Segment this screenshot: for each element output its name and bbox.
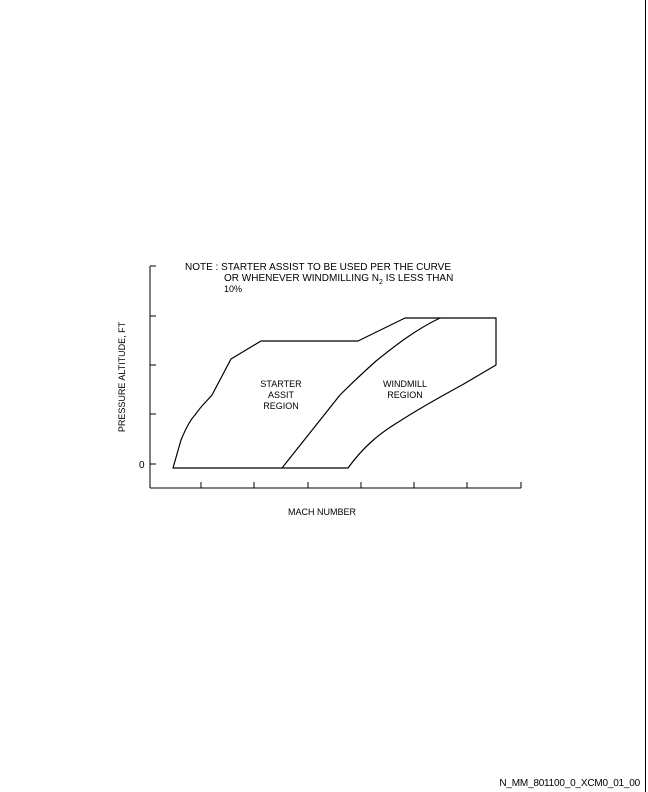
region-divider-curve xyxy=(281,317,441,469)
y-tick-zero-label: 0 xyxy=(139,460,145,471)
windmill-region-label: WINDMILL REGION xyxy=(383,379,427,400)
note-line-2-suffix: IS LESS THAN xyxy=(383,273,453,284)
note-n2-subscript: 2 xyxy=(379,279,383,286)
starter-region-label: STARTER ASSIT REGION xyxy=(260,379,302,411)
starter-region-label-line: ASSIT xyxy=(268,390,295,400)
windmill-region-label-line: REGION xyxy=(387,390,423,400)
figure-reference-id: N_MM_801100_0_XCM0_01_00 xyxy=(499,778,640,789)
page-border-right xyxy=(645,0,646,792)
y-axis-label: PRESSURE ALTITUDE, FT xyxy=(117,321,127,432)
note-block: NOTE : STARTER ASSIST TO BE USED PER THE… xyxy=(185,262,453,294)
axes xyxy=(149,265,522,489)
region-curves xyxy=(172,317,497,469)
note-line-2-prefix: OR WHENEVER WINDMILLING N xyxy=(224,273,379,284)
note-line-3: 10% xyxy=(224,284,242,294)
starter-region-outer-boundary xyxy=(172,317,497,469)
windmill-region-label-line: WINDMILL xyxy=(383,379,427,389)
note-line-2: OR WHENEVER WINDMILLING N2 IS LESS THAN xyxy=(224,273,453,286)
note-line-1: NOTE : STARTER ASSIST TO BE USED PER THE… xyxy=(185,262,451,273)
x-axis-label: MACH NUMBER xyxy=(288,507,357,517)
starter-region-label-line: REGION xyxy=(263,401,299,411)
starter-region-label-line: STARTER xyxy=(260,379,302,389)
